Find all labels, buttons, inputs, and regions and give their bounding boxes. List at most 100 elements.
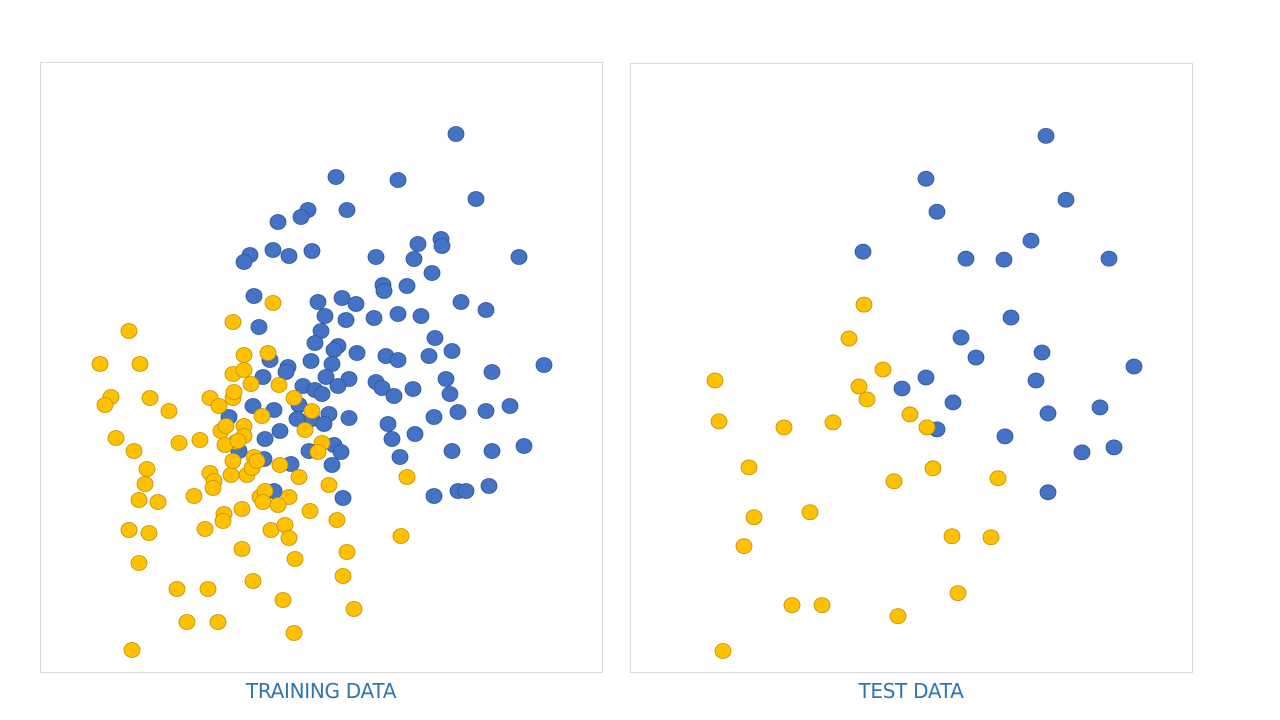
yellow-data-point <box>222 467 240 483</box>
blue-data-point <box>1027 372 1045 389</box>
yellow-data-point <box>328 512 346 528</box>
blue-data-point <box>256 431 274 447</box>
test-scatter-svg <box>706 127 1143 659</box>
blue-data-point <box>928 203 946 220</box>
yellow-data-point <box>229 433 247 449</box>
blue-data-point <box>367 249 385 265</box>
blue-data-point <box>1037 127 1055 144</box>
blue-data-point <box>957 250 975 267</box>
blue-data-point <box>338 202 356 218</box>
blue-data-point <box>329 378 347 394</box>
blue-data-point <box>425 409 443 425</box>
blue-data-point <box>389 172 407 188</box>
blue-data-point <box>420 348 438 364</box>
blue-data-point <box>1039 405 1057 422</box>
blue-data-point <box>854 243 872 260</box>
yellow-data-point <box>141 390 159 406</box>
yellow-data-point <box>285 390 303 406</box>
yellow-data-point <box>285 625 303 641</box>
yellow-data-point <box>242 376 260 392</box>
blue-data-point <box>404 381 422 397</box>
yellow-data-point <box>710 413 728 430</box>
yellow-data-point <box>740 459 758 476</box>
blue-data-point <box>483 443 501 459</box>
blue-data-point <box>480 478 498 494</box>
blue-data-point <box>510 249 528 265</box>
yellow-data-point <box>204 480 222 496</box>
yellow-data-point <box>138 461 156 477</box>
blue-data-point <box>1125 358 1143 375</box>
blue-data-point <box>1002 309 1020 326</box>
yellow-data-point <box>120 323 138 339</box>
yellow-data-point <box>225 384 243 400</box>
blue-data-point <box>477 302 495 318</box>
blue-data-point <box>1091 399 1109 416</box>
yellow-data-point <box>130 555 148 571</box>
blue-data-point <box>389 352 407 368</box>
training-data-caption: TRAINING DATA <box>245 679 397 703</box>
blue-data-point <box>269 214 287 230</box>
yellow-data-point <box>338 544 356 560</box>
yellow-data-point <box>210 398 228 414</box>
blue-data-point <box>426 330 444 346</box>
blue-data-point <box>337 312 355 328</box>
blue-data-point <box>264 242 282 258</box>
yellow-data-point <box>274 592 292 608</box>
yellow-data-point <box>943 528 961 545</box>
yellow-data-point <box>196 521 214 537</box>
yellow-data-point <box>217 418 235 434</box>
blue-data-point <box>316 308 334 324</box>
yellow-data-point <box>191 432 209 448</box>
blue-data-point <box>996 428 1014 445</box>
training-scatter-svg <box>91 126 553 658</box>
blue-data-point <box>306 335 324 351</box>
blue-data-point <box>379 416 397 432</box>
yellow-data-point <box>918 419 936 436</box>
blue-data-point <box>433 238 451 254</box>
yellow-data-point <box>107 430 125 446</box>
yellow-data-point <box>889 608 907 624</box>
blue-data-point <box>501 398 519 414</box>
blue-data-point <box>1100 250 1118 267</box>
yellow-data-point <box>199 581 217 597</box>
yellow-data-point <box>840 330 858 347</box>
yellow-data-point <box>185 488 203 504</box>
yellow-data-point <box>224 453 242 469</box>
blue-data-point <box>944 394 962 411</box>
yellow-data-point <box>244 573 262 589</box>
yellow-data-point <box>224 314 242 330</box>
blue-data-point <box>409 236 427 252</box>
yellow-data-point <box>209 614 227 630</box>
blue-data-point <box>303 243 321 259</box>
blue-data-point <box>893 380 911 397</box>
blue-data-point <box>1057 191 1075 208</box>
yellow-data-point <box>280 530 298 546</box>
yellow-data-point <box>813 597 831 614</box>
test-data-caption: TEST DATA <box>858 679 964 703</box>
yellow-data-point <box>949 585 967 602</box>
blue-data-point <box>535 357 553 373</box>
yellow-data-point <box>264 295 282 311</box>
blue-data-point <box>309 294 327 310</box>
blue-series <box>220 126 553 506</box>
yellow-data-point <box>982 529 1000 546</box>
blue-data-point <box>317 369 335 385</box>
yellow-data-point <box>123 642 141 658</box>
training-data-plot <box>40 62 603 673</box>
test-data-plot <box>630 63 1193 673</box>
yellow-data-point <box>271 457 289 473</box>
blue-data-point <box>327 169 345 185</box>
blue-data-point <box>315 416 333 432</box>
blue-data-point <box>437 371 455 387</box>
blue-data-point <box>1073 444 1091 461</box>
blue-data-point <box>391 449 409 465</box>
yellow-series <box>91 295 416 658</box>
yellow-data-point <box>235 347 253 363</box>
yellow-data-point <box>874 361 892 378</box>
blue-data-point <box>1022 232 1040 249</box>
blue-data-point <box>412 308 430 324</box>
blue-data-point <box>483 364 501 380</box>
yellow-data-point <box>254 494 272 510</box>
yellow-data-point <box>96 397 114 413</box>
yellow-data-point <box>901 406 919 423</box>
